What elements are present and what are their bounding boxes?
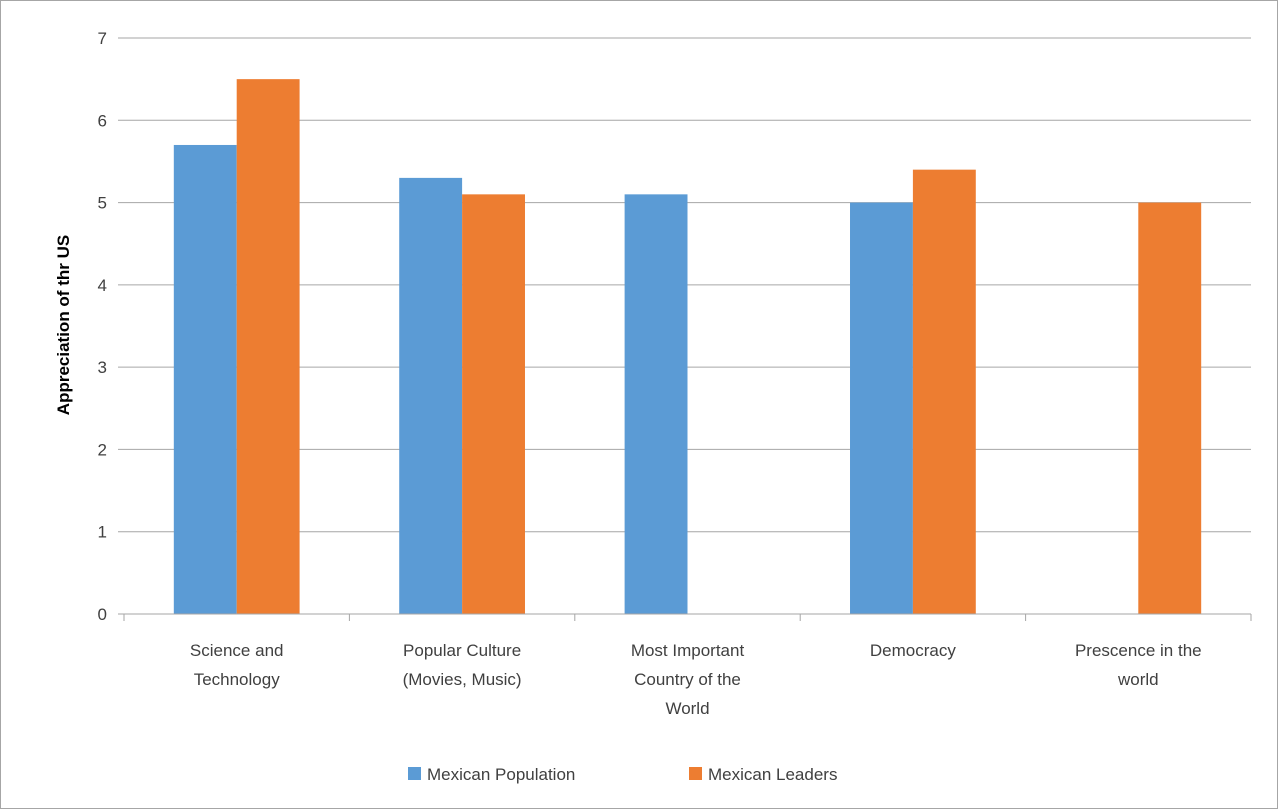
y-tick-label: 3 — [98, 358, 107, 377]
y-axis-ticks: 0 1 2 3 4 5 6 7 — [98, 29, 107, 624]
x-tick-label: Prescence in the world — [1075, 641, 1202, 689]
legend-swatch — [689, 767, 702, 780]
y-tick-label: 1 — [98, 523, 107, 542]
y-tick-label: 0 — [98, 605, 107, 624]
x-tick-label: Most Important Country of the World — [631, 641, 745, 718]
bar — [1138, 202, 1202, 615]
bar — [912, 169, 976, 614]
bar — [850, 202, 913, 615]
category-labels: Science and Technology Popular Culture (Mov… — [190, 641, 1202, 718]
x-tick-label: Science and Technology — [190, 641, 284, 689]
bar — [173, 144, 237, 614]
bar — [624, 194, 688, 615]
bar — [236, 79, 300, 614]
x-axis — [118, 613, 1252, 621]
legend-swatch — [408, 767, 421, 780]
x-tick-label: Popular Culture (Movies, Music) — [403, 641, 522, 689]
y-tick-label: 4 — [98, 276, 107, 295]
y-tick-label: 7 — [98, 29, 107, 48]
bar — [462, 194, 525, 615]
y-tick-label: 5 — [98, 194, 107, 213]
bars — [173, 79, 1202, 615]
legend: Mexican Population Mexican Leaders — [408, 765, 837, 784]
y-axis-label: Appreciation of thr US — [54, 235, 73, 415]
bar — [399, 177, 463, 614]
y-tick-label: 2 — [98, 440, 107, 459]
y-tick-label: 6 — [98, 111, 107, 130]
x-tick-label: Democracy — [870, 641, 956, 660]
legend-label: Mexican Leaders — [708, 765, 837, 784]
legend-label: Mexican Population — [427, 765, 575, 784]
